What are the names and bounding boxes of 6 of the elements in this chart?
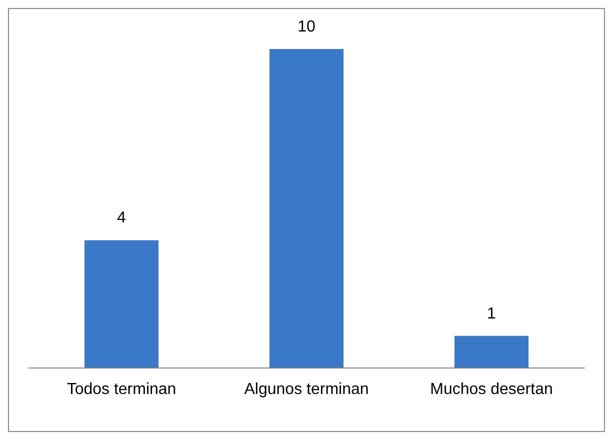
- x-tick-label: Todos terminan: [66, 380, 176, 398]
- data-label: 10: [298, 18, 316, 36]
- data-label: 1: [487, 305, 496, 322]
- x-tick-label: Algunos terminan: [244, 380, 369, 398]
- x-tick-label: Muchos desertan: [430, 380, 553, 398]
- data-label: 4: [117, 210, 126, 227]
